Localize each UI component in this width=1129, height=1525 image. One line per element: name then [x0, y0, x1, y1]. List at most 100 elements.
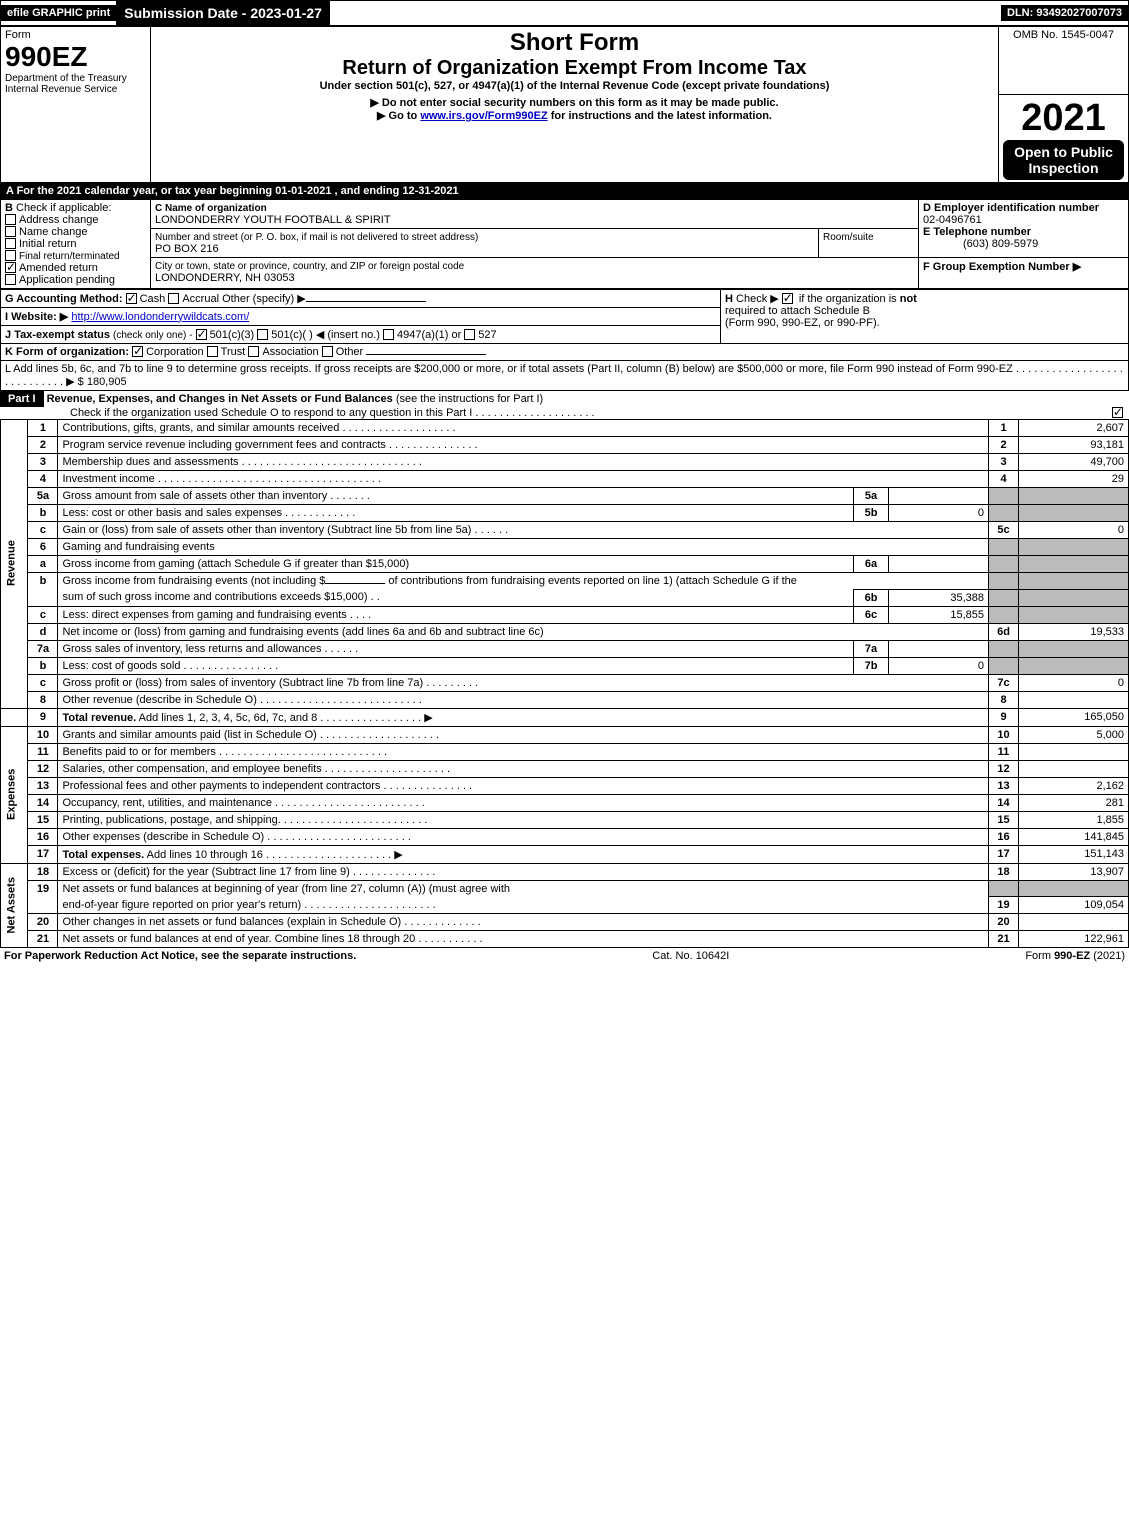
- chk-address-change[interactable]: [5, 214, 16, 225]
- l20-desc: Other changes in net assets or fund bala…: [58, 914, 989, 931]
- k-label: K Form of organization:: [5, 346, 129, 358]
- chk-name-change[interactable]: [5, 226, 16, 237]
- l13-rnum: 13: [989, 777, 1019, 794]
- l7a-shade1: [989, 640, 1019, 657]
- chk-part1-scho[interactable]: [1112, 407, 1123, 418]
- l19-num: 19: [28, 880, 58, 914]
- open-public: Open to Public Inspection: [1003, 140, 1124, 180]
- chk-other-org[interactable]: [322, 346, 333, 357]
- revenue-section-label: Revenue: [1, 419, 28, 708]
- l5b-shade1: [989, 504, 1019, 521]
- l16-desc: Other expenses (describe in Schedule O) …: [58, 828, 989, 845]
- part1-check-text: Check if the organization used Schedule …: [0, 407, 595, 419]
- l2-desc: Program service revenue including govern…: [58, 436, 989, 453]
- opt-501c3: 501(c)(3): [210, 329, 255, 341]
- l7c-val: 0: [1019, 674, 1129, 691]
- l5a-shade1: [989, 487, 1019, 504]
- l7a-sub: 7a: [854, 640, 889, 657]
- top-bar: efile GRAPHIC print Submission Date - 20…: [0, 0, 1129, 26]
- chk-4947[interactable]: [383, 329, 394, 340]
- l6b-sub: 6b: [854, 589, 889, 606]
- title-return: Return of Organization Exempt From Incom…: [155, 57, 994, 80]
- chk-association[interactable]: [248, 346, 259, 357]
- chk-cash[interactable]: [126, 293, 137, 304]
- l19-desc2: end-of-year figure reported on prior yea…: [58, 897, 989, 914]
- website-link[interactable]: http://www.londonderrywildcats.com/: [71, 311, 249, 323]
- l12-val: [1019, 760, 1129, 777]
- chk-trust[interactable]: [207, 346, 218, 357]
- chk-application-pending[interactable]: [5, 274, 16, 285]
- e-label: E Telephone number: [923, 226, 1031, 238]
- l1-num: 1: [28, 419, 58, 436]
- l5a-shade2: [1019, 487, 1129, 504]
- j-label: J Tax-exempt status: [5, 329, 110, 341]
- l20-rnum: 20: [989, 914, 1019, 931]
- chk-amended-return[interactable]: [5, 262, 16, 273]
- l3-val: 49,700: [1019, 453, 1129, 470]
- telephone: (603) 809-5979: [923, 238, 1038, 250]
- l7b-sub: 7b: [854, 657, 889, 674]
- submission-date: Submission Date - 2023-01-27: [116, 1, 330, 25]
- l13-val: 2,162: [1019, 777, 1129, 794]
- l15-num: 15: [28, 811, 58, 828]
- l18-desc: Excess or (deficit) for the year (Subtra…: [58, 863, 989, 880]
- l15-rnum: 15: [989, 811, 1019, 828]
- lines-table: Revenue 1 Contributions, gifts, grants, …: [0, 419, 1129, 949]
- l8-desc: Other revenue (describe in Schedule O) .…: [58, 691, 989, 708]
- l18-num: 18: [28, 863, 58, 880]
- part1-title: Revenue, Expenses, and Changes in Net As…: [47, 393, 393, 405]
- city: LONDONDERRY, NH 03053: [155, 272, 295, 284]
- irs-link[interactable]: www.irs.gov/Form990EZ: [420, 110, 547, 122]
- l4-val: 29: [1019, 470, 1129, 487]
- chk-corporation[interactable]: [132, 346, 143, 357]
- l5c-desc: Gain or (loss) from sale of assets other…: [58, 521, 989, 538]
- l6-shade1: [989, 538, 1019, 555]
- l17-num: 17: [28, 845, 58, 863]
- l8-val: [1019, 691, 1129, 708]
- l12-desc: Salaries, other compensation, and employ…: [58, 760, 989, 777]
- l6-shade2: [1019, 538, 1129, 555]
- l6c-shade1: [989, 606, 1019, 623]
- chk-527[interactable]: [464, 329, 475, 340]
- title-short: Short Form: [155, 29, 994, 57]
- chk-501c3[interactable]: [196, 329, 207, 340]
- l10-val: 5,000: [1019, 726, 1129, 743]
- l6a-shade2: [1019, 555, 1129, 572]
- chk-initial-return[interactable]: [5, 238, 16, 249]
- tax-year: 2021: [1003, 97, 1124, 140]
- opt-amended-return: Amended return: [19, 262, 98, 274]
- part1-instr: (see the instructions for Part I): [396, 393, 543, 405]
- chk-h[interactable]: [782, 293, 793, 304]
- l17-rnum: 17: [989, 845, 1019, 863]
- l7c-rnum: 7c: [989, 674, 1019, 691]
- l19-shade2: [1019, 880, 1129, 897]
- l6b-desc-top: Gross income from fundraising events (no…: [58, 572, 989, 589]
- l16-rnum: 16: [989, 828, 1019, 845]
- l16-num: 16: [28, 828, 58, 845]
- efile-label: efile GRAPHIC print: [1, 5, 116, 21]
- l7a-desc: Gross sales of inventory, less returns a…: [58, 640, 854, 657]
- l1-val: 2,607: [1019, 419, 1129, 436]
- l19-shade1: [989, 880, 1019, 897]
- l7b-subval: 0: [889, 657, 989, 674]
- l5a-num: 5a: [28, 487, 58, 504]
- l6a-shade1: [989, 555, 1019, 572]
- l8-num: 8: [28, 691, 58, 708]
- other-specify-input[interactable]: [306, 301, 426, 302]
- expenses-section-label: Expenses: [1, 726, 28, 863]
- l8-rnum: 8: [989, 691, 1019, 708]
- l21-desc: Net assets or fund balances at end of ye…: [58, 931, 989, 948]
- chk-accrual[interactable]: [168, 293, 179, 304]
- l6b-blank[interactable]: [325, 583, 385, 584]
- l6d-val: 19,533: [1019, 623, 1129, 640]
- l6c-shade2: [1019, 606, 1129, 623]
- header-subtitle: Under section 501(c), 527, or 4947(a)(1)…: [155, 80, 994, 92]
- l20-num: 20: [28, 914, 58, 931]
- l7b-desc: Less: cost of goods sold . . . . . . . .…: [58, 657, 854, 674]
- l1-rnum: 1: [989, 419, 1019, 436]
- l6c-subval: 15,855: [889, 606, 989, 623]
- opt-501c: 501(c)( ) ◀ (insert no.): [271, 329, 380, 341]
- chk-501c[interactable]: [257, 329, 268, 340]
- l5b-desc: Less: cost or other basis and sales expe…: [58, 504, 854, 521]
- other-org-input[interactable]: [366, 354, 486, 355]
